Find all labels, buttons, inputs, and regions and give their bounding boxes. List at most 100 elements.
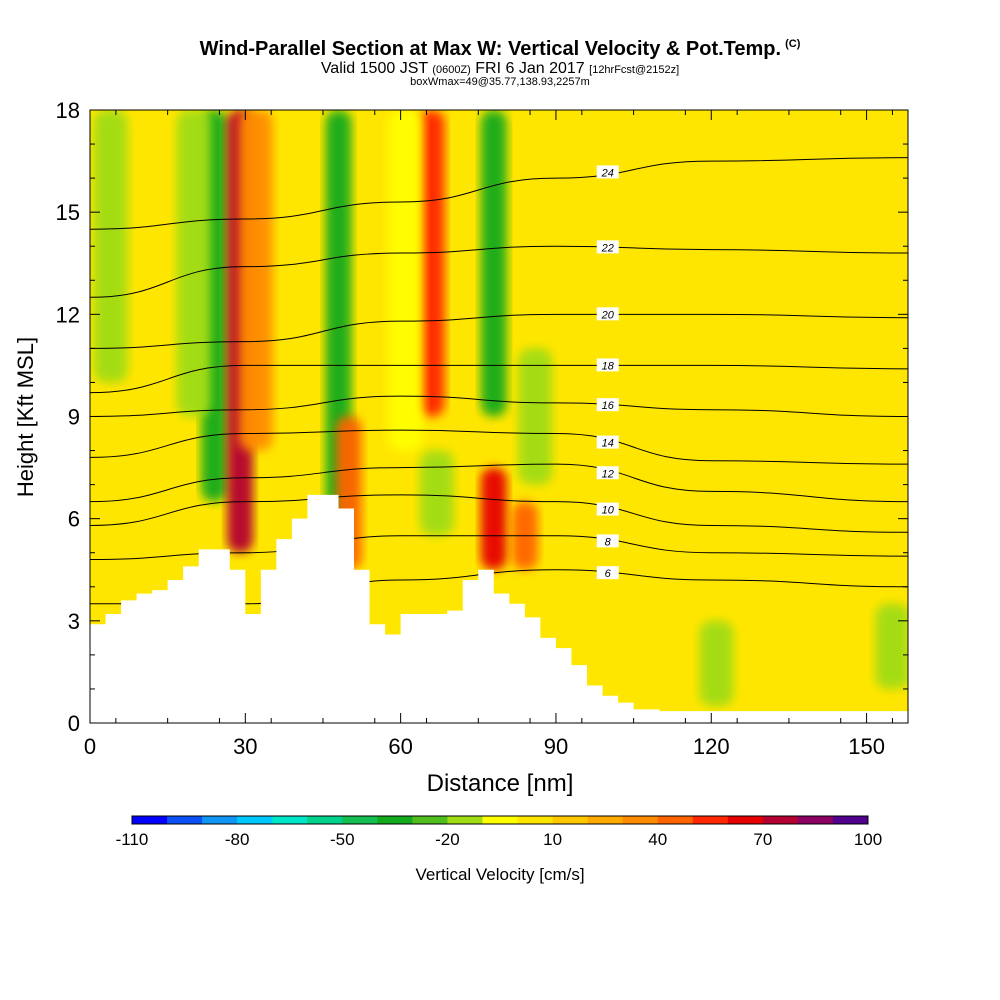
theta-contour-label-box	[596, 435, 619, 449]
colorbar-swatch	[727, 816, 764, 824]
theta-contour-line	[90, 429, 908, 465]
velocity-cell	[388, 110, 423, 451]
colorbar-swatch	[832, 816, 869, 824]
theta-contour-line	[90, 463, 908, 503]
colorbar-tick-label: 40	[648, 830, 667, 849]
theta-contour-label-box	[596, 566, 619, 580]
colorbar-swatch	[342, 816, 378, 824]
colorbar-swatch	[517, 816, 554, 824]
valid-forecast: [12hrFcst@2152z]	[589, 64, 680, 76]
theta-contour-line	[90, 157, 908, 230]
theta-contour-label-box	[596, 502, 619, 516]
velocity-cell	[176, 110, 211, 417]
theta-contour-line	[90, 494, 908, 533]
theta-contour-line	[90, 245, 908, 298]
x-tick-label: 120	[693, 734, 730, 759]
theta-contour-line	[90, 313, 908, 349]
theta-contour-label: 24	[601, 167, 614, 179]
colorbar-swatch	[657, 816, 694, 824]
theta-contour-label: 6	[605, 568, 612, 580]
y-axis-label: Height [Kft MSL]	[13, 337, 38, 497]
velocity-cell	[238, 110, 273, 451]
chart-title-unit: (C)	[785, 38, 801, 50]
chart-title: Wind-Parallel Section at Max W: Vertical…	[0, 38, 1000, 61]
axes: 0 30 60 90 120 150 0 3 6 9 12 15 18	[56, 98, 908, 759]
terrain	[90, 494, 908, 723]
colorbar-swatch	[587, 816, 624, 824]
colorbar-tick-label: -50	[330, 830, 355, 849]
y-tick-label: 12	[56, 302, 80, 327]
theta-contour-line	[90, 395, 908, 417]
colorbar-swatch	[377, 816, 413, 824]
y-tick-label: 3	[68, 609, 80, 634]
chart-title-text: Wind-Parallel Section at Max W: Vertical…	[199, 38, 782, 60]
colorbar-swatch	[482, 816, 519, 824]
x-tick-label: 90	[544, 734, 568, 759]
colorbar-swatch	[167, 816, 203, 824]
theta-contour-label: 22	[601, 242, 614, 254]
x-tick-label: 150	[848, 734, 885, 759]
colorbar-swatch	[552, 816, 589, 824]
colorbar-tick-label: -80	[225, 830, 250, 849]
colorbar-swatch	[797, 816, 834, 824]
y-tick-label: 18	[56, 98, 80, 123]
colorbar-tick-label: 100	[854, 830, 882, 849]
terrain-profile	[90, 494, 908, 723]
theta-contour-line	[90, 535, 908, 561]
theta-contour-label: 14	[602, 438, 614, 450]
x-tick-label: 60	[388, 734, 412, 759]
valid-prefix: Valid 1500 JST	[320, 60, 428, 77]
colorbar-frame	[131, 815, 869, 825]
theta-contour-label: 8	[605, 536, 612, 548]
theta-contour-label: 10	[602, 505, 615, 517]
colorbar-tick-label: 70	[753, 830, 772, 849]
colorbar-label: Vertical Velocity [cm/s]	[415, 865, 584, 884]
theta-contour-label: 20	[601, 309, 615, 321]
theta-contour-label-box	[596, 398, 619, 412]
theta-contour-label: 18	[602, 360, 615, 372]
x-tick-label: 0	[84, 734, 96, 759]
theta-contour-label-box	[596, 240, 619, 254]
colorbar-swatch	[132, 816, 168, 824]
velocity-cell	[518, 348, 553, 485]
velocity-cell	[480, 467, 507, 570]
colorbar: -110 -80 -50 -20 10 40 70 100	[116, 815, 882, 849]
colorbar-swatch	[622, 816, 659, 824]
colorbar-tick-label: -20	[435, 830, 460, 849]
theta-contour-label-box	[596, 307, 619, 321]
colorbar-swatch	[272, 816, 308, 824]
colorbar-tick-label: 10	[543, 830, 562, 849]
theta-contour-label: 16	[602, 400, 615, 412]
colorbar-swatch	[237, 816, 273, 824]
velocity-cell	[93, 110, 128, 383]
theta-contour-label-box	[596, 534, 619, 548]
y-tick-label: 15	[56, 200, 80, 225]
valid-date: FRI 6 Jan 2017	[475, 60, 585, 77]
x-axis-label: Distance [nm]	[427, 770, 574, 797]
velocity-cell	[419, 450, 454, 536]
velocity-cell	[699, 620, 734, 706]
velocity-field	[93, 110, 908, 706]
theta-contours: 6 8 10 12 14 16 18 20 22 24	[90, 157, 908, 605]
box-info: boxWmax=49@35.77,138.93,2257m	[410, 76, 590, 88]
theta-contour-label-box	[596, 358, 619, 372]
colorbar-swatch	[762, 816, 799, 824]
y-tick-label: 9	[68, 405, 80, 430]
colorbar-tick-label: -110	[116, 830, 149, 849]
y-tick-label: 6	[68, 507, 80, 532]
colorbar-swatch	[412, 816, 448, 824]
velocity-cell	[418, 110, 445, 417]
chart-subtitle: Valid 1500 JST (0600Z) FRI 6 Jan 2017 [1…	[0, 60, 1000, 78]
colorbar-swatch	[202, 816, 238, 824]
velocity-cell	[480, 110, 507, 417]
colorbar-swatch	[447, 816, 483, 824]
valid-zulu: (0600Z)	[432, 64, 471, 76]
theta-contour-label-box	[596, 466, 619, 480]
colorbar-swatch	[307, 816, 343, 824]
theta-contour-label: 12	[602, 468, 614, 480]
theta-contour-label-box	[596, 165, 619, 179]
x-tick-label: 30	[233, 734, 257, 759]
theta-contour-line	[90, 364, 908, 394]
velocity-cell	[875, 603, 908, 689]
